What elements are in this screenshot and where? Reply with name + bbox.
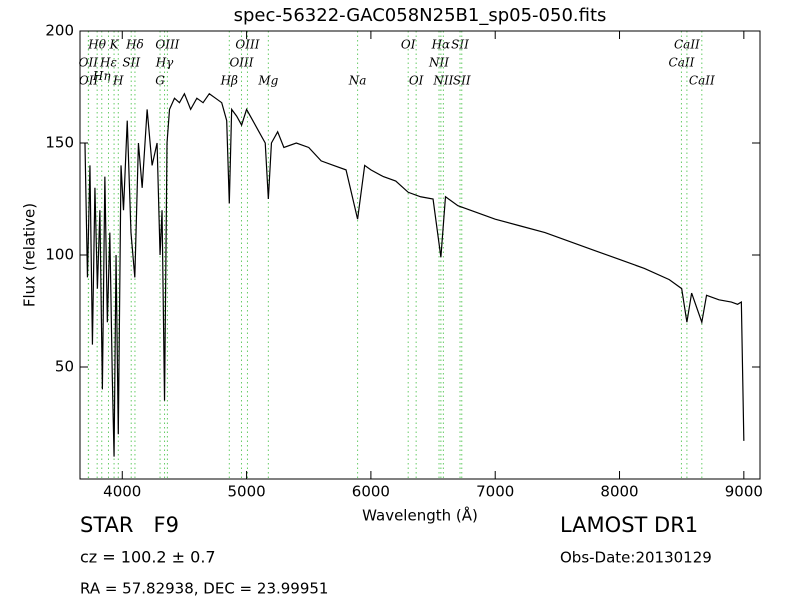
x-tick-label: 9000 [725,483,763,501]
y-tick-label: 100 [45,246,74,264]
spectral-line-label: K [109,38,120,52]
spectral-line-label: OIII [229,56,253,70]
spectral-line-label: Hη [92,69,111,83]
spectral-line-label: OII [79,74,99,88]
survey: LAMOST DR1 [560,513,698,537]
spectral-line-label: Hδ [125,38,144,52]
coordinates: RA = 57.82938, DEC = 23.99951 [80,580,328,598]
spectral-line-label: NII [428,56,449,70]
spectral-line-label: Hγ [155,56,174,70]
spectral-line-label: OIII [235,38,259,52]
spectral-line-label: Hβ [220,74,238,88]
x-axis-label: Wavelength (Å) [362,506,478,525]
x-tick-label: 6000 [352,483,390,501]
x-tick-label: 5000 [227,483,265,501]
object-class: STAR F9 [80,513,179,537]
spectral-line-label: H [112,74,124,88]
spectral-line-label: CaII [689,74,715,88]
y-tick-label: 150 [45,134,74,152]
spectral-line-label: Hα [431,38,451,52]
x-tick-label: 8000 [600,483,638,501]
spectral-line-label: G [155,74,165,88]
y-tick-label: 200 [45,22,74,40]
spectral-line-label: CaII [674,38,700,52]
spectral-line-label: Na [348,74,367,88]
spectral-line-label: Hε [99,56,117,70]
spectral-line-label: OI [409,74,424,88]
spectral-line-label: Hθ [87,38,106,52]
x-tick-label: 4000 [103,483,141,501]
y-tick-label: 50 [55,358,74,376]
spectral-line-label: CaII [669,56,695,70]
obs-date: Obs-Date:20130129 [560,549,712,567]
spectral-line-label: OI [401,38,416,52]
spectral-line-label: SII [451,38,469,52]
spectral-line-label: SII [453,74,471,88]
redshift: cz = 100.2 ± 0.7 [80,548,216,567]
y-axis-label: Flux (relative) [21,203,39,307]
spectral-line-label: Mg [257,74,278,88]
spectrum-line [84,92,745,457]
spectral-line-label: OIII [155,38,179,52]
spectral-line-label: NII [432,74,453,88]
x-tick-label: 7000 [476,483,514,501]
spectral-line-label: SII [122,56,140,70]
chart-title: spec-56322-GAC058N25B1_sp05-050.fits [234,5,607,26]
